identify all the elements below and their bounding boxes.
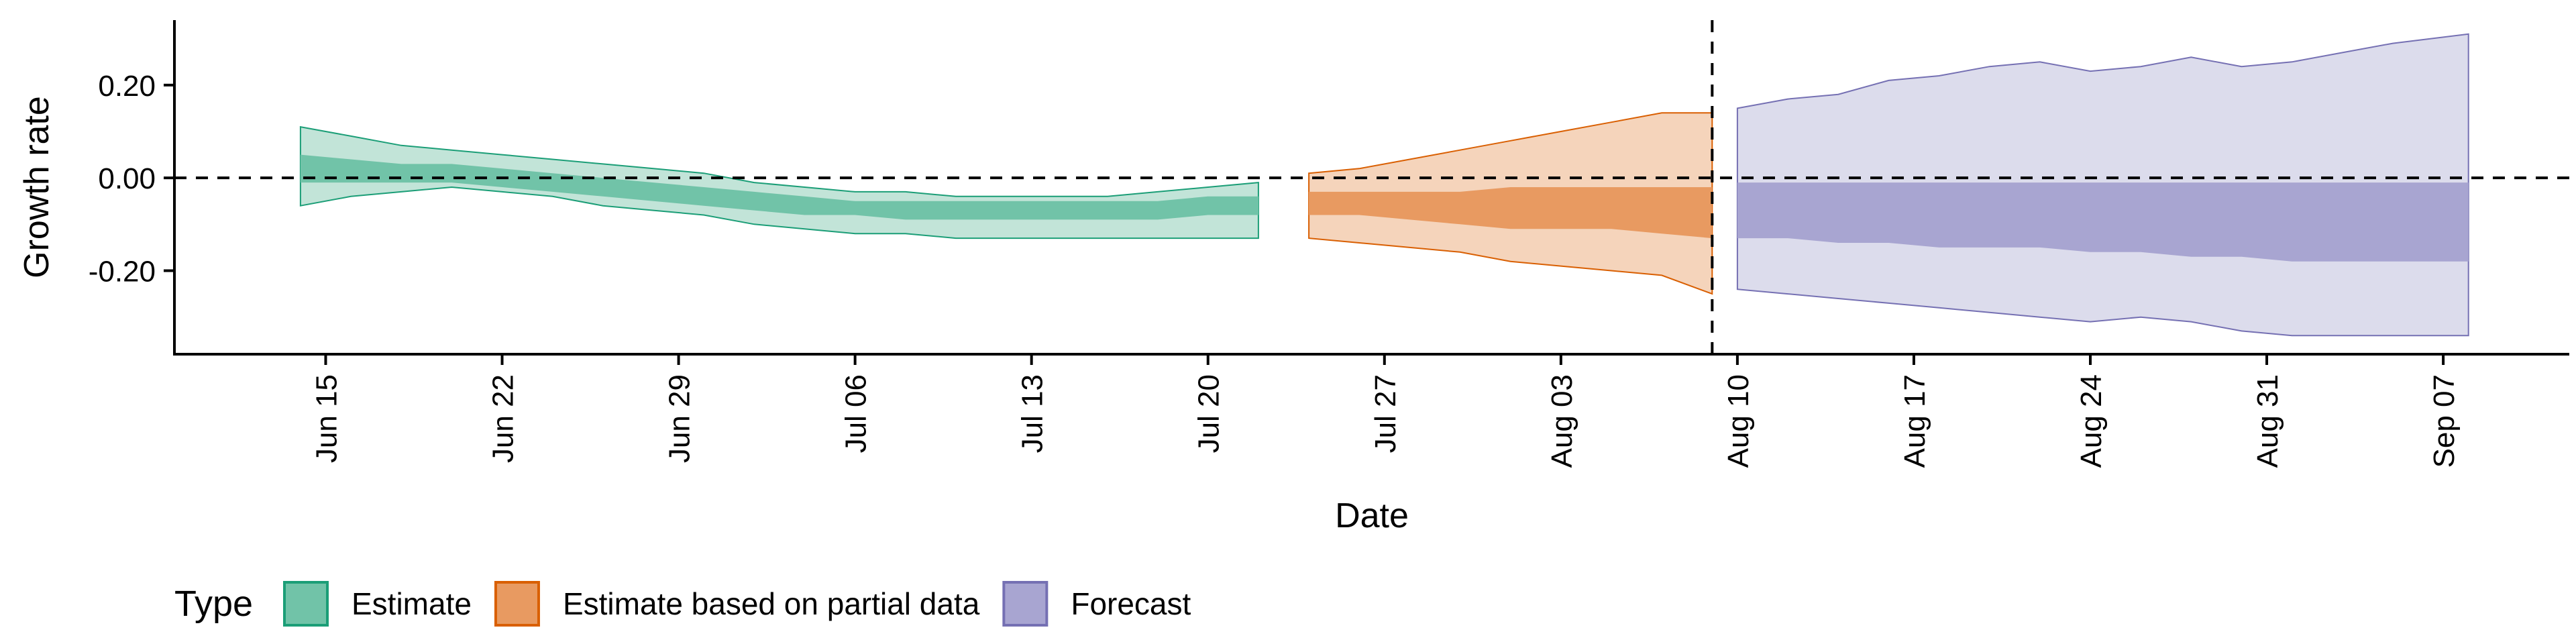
x-axis-ticks: Jun 15 Jun 22 Jun 29 Jul 06 Jul 13 Jul 20 Jul … bbox=[310, 354, 2461, 468]
legend-swatch-estimate-based-on-partial-data bbox=[494, 581, 540, 627]
estimate-based-on-partial-data-inner-band bbox=[1309, 187, 1713, 239]
legend-label-forecast: Forecast bbox=[1071, 586, 1191, 621]
y-axis-ticks: 0.20 0.00 -0.20 bbox=[89, 70, 174, 288]
y-tick-label: -0.20 bbox=[89, 256, 156, 288]
x-tick-label: Aug 10 bbox=[1722, 374, 1755, 468]
legend-label-estimate: Estimate bbox=[352, 586, 472, 621]
x-tick-label: Aug 31 bbox=[2251, 374, 2284, 468]
x-tick-label: Jul 20 bbox=[1193, 374, 1226, 453]
x-tick-label: Jul 06 bbox=[840, 374, 873, 453]
x-tick-label: Aug 17 bbox=[1898, 374, 1931, 468]
axes bbox=[173, 20, 2569, 356]
legend-label-estimate-based-on-partial-data: Estimate based on partial data bbox=[563, 586, 980, 621]
legend-swatch-estimate bbox=[283, 581, 329, 627]
x-tick-label: Aug 24 bbox=[2075, 374, 2108, 468]
x-tick-label: Sep 07 bbox=[2428, 374, 2461, 468]
x-axis-title: Date bbox=[1335, 496, 1409, 535]
x-tick-label: Jul 13 bbox=[1016, 374, 1049, 453]
x-tick-label: Jul 27 bbox=[1369, 374, 1402, 453]
x-tick-label: Jun 15 bbox=[310, 374, 343, 463]
y-axis-title: Growth rate bbox=[17, 96, 56, 278]
estimate-inner-band bbox=[300, 154, 1258, 220]
ribbon-layer bbox=[299, 33, 2469, 337]
y-tick-label: 0.20 bbox=[98, 70, 156, 103]
x-tick-label: Jun 22 bbox=[487, 374, 520, 463]
forecast-inner-band bbox=[1737, 182, 2469, 262]
y-tick-label: 0.00 bbox=[98, 162, 156, 195]
legend-title: Type bbox=[174, 584, 253, 624]
x-tick-label: Aug 03 bbox=[1546, 374, 1578, 468]
legend: Type Estimate Estimate based on partial da… bbox=[174, 581, 1191, 627]
legend-swatch-forecast bbox=[1002, 581, 1049, 627]
x-tick-label: Jun 29 bbox=[663, 374, 696, 463]
